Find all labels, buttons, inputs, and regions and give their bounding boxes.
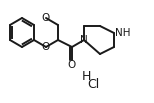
Text: Cl: Cl [87, 77, 99, 91]
Text: O: O [68, 60, 76, 70]
Text: N: N [80, 35, 88, 45]
Text: H: H [81, 70, 91, 83]
Text: O: O [42, 42, 50, 52]
Text: NH: NH [115, 28, 130, 38]
Text: O: O [42, 13, 50, 23]
